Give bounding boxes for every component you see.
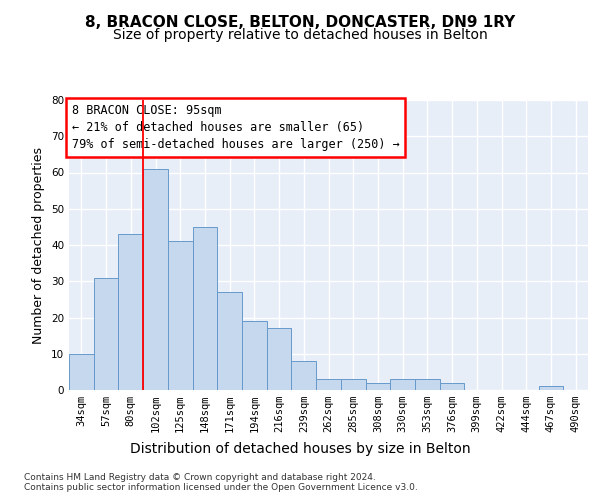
Bar: [292, 361, 316, 390]
Bar: [341, 379, 365, 390]
Y-axis label: Number of detached properties: Number of detached properties: [32, 146, 46, 344]
Bar: [390, 379, 415, 390]
Bar: [539, 386, 563, 390]
Bar: [118, 234, 143, 390]
Bar: [316, 379, 341, 390]
Bar: [267, 328, 292, 390]
Bar: [415, 379, 440, 390]
Bar: [168, 242, 193, 390]
Bar: [193, 227, 217, 390]
Bar: [69, 354, 94, 390]
Bar: [94, 278, 118, 390]
Text: Contains HM Land Registry data © Crown copyright and database right 2024.
Contai: Contains HM Land Registry data © Crown c…: [24, 472, 418, 492]
Text: 8 BRACON CLOSE: 95sqm
← 21% of detached houses are smaller (65)
79% of semi-deta: 8 BRACON CLOSE: 95sqm ← 21% of detached …: [71, 104, 400, 152]
Text: Size of property relative to detached houses in Belton: Size of property relative to detached ho…: [113, 28, 487, 42]
Bar: [143, 169, 168, 390]
Bar: [365, 383, 390, 390]
Bar: [242, 321, 267, 390]
Bar: [440, 383, 464, 390]
Bar: [217, 292, 242, 390]
Text: 8, BRACON CLOSE, BELTON, DONCASTER, DN9 1RY: 8, BRACON CLOSE, BELTON, DONCASTER, DN9 …: [85, 15, 515, 30]
Text: Distribution of detached houses by size in Belton: Distribution of detached houses by size …: [130, 442, 470, 456]
